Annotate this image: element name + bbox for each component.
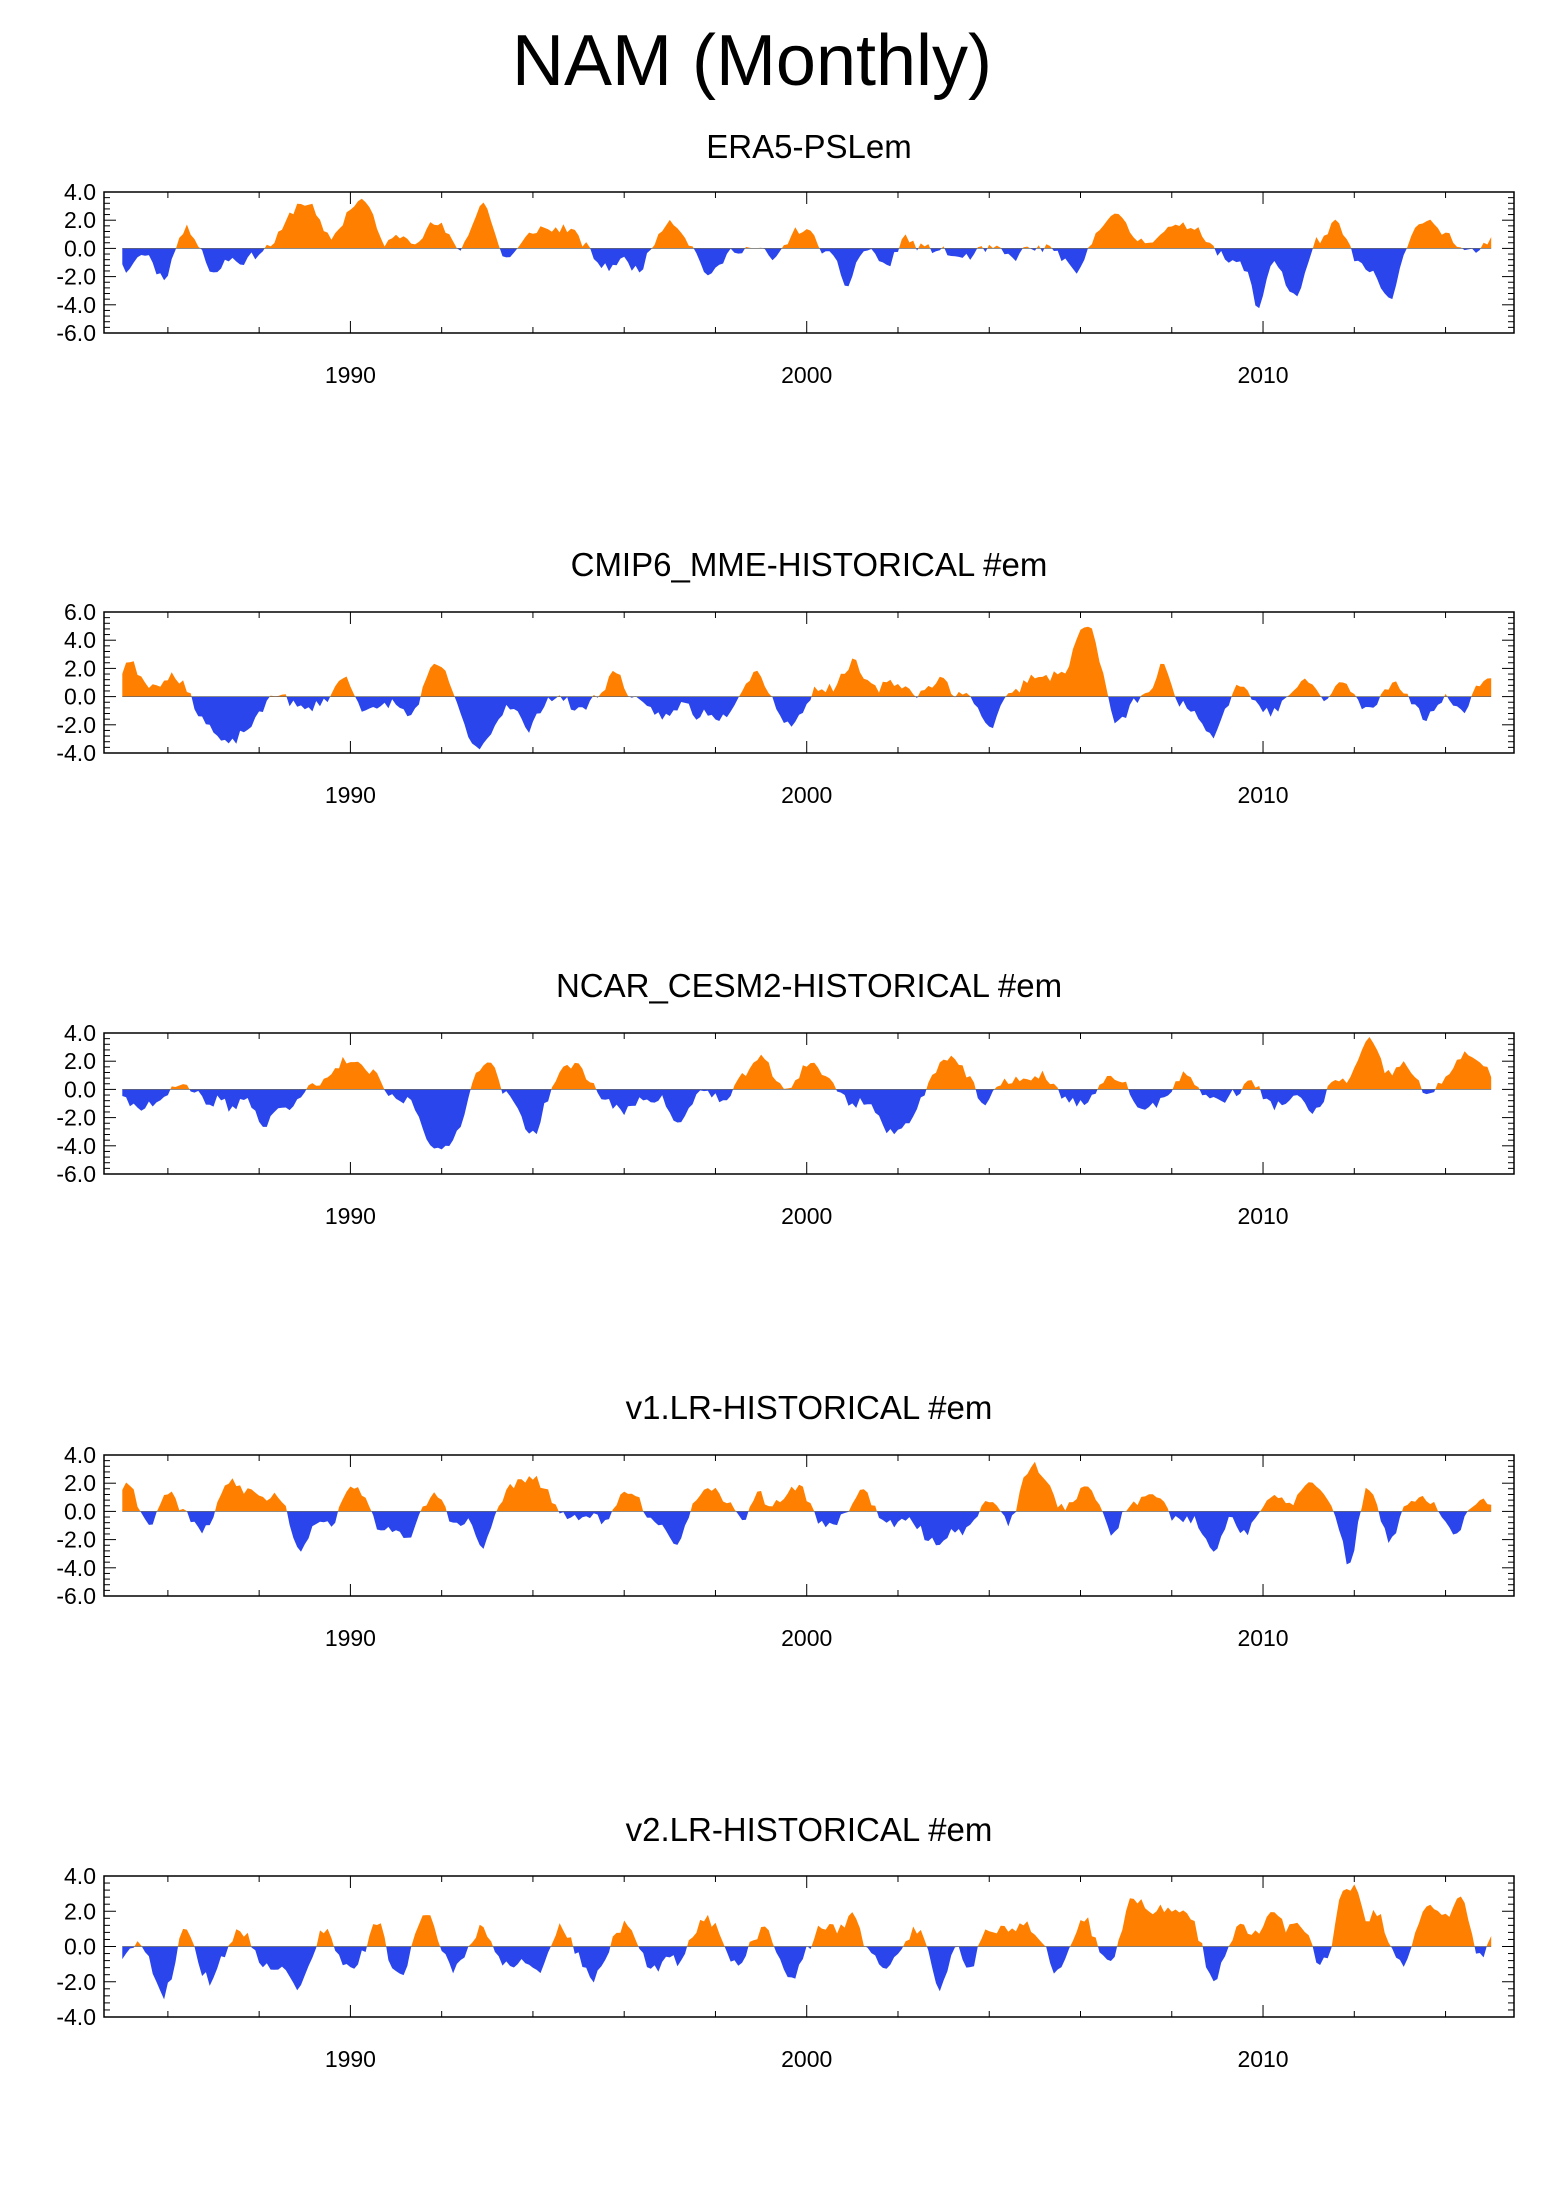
y-tick-label: -4.0	[56, 1555, 96, 1581]
x-tick-label: 2010	[1237, 1625, 1288, 1651]
plot-frame	[103, 1032, 1515, 1175]
y-tick-label: -2.0	[56, 264, 96, 290]
x-tick-label: 1990	[325, 782, 376, 808]
y-tick-label: -6.0	[56, 320, 96, 346]
negative-area	[140, 1511, 1468, 1565]
y-tick-label: -4.0	[56, 292, 96, 318]
positive-area	[134, 1884, 1492, 1947]
y-tick-label: 0.0	[64, 1076, 96, 1102]
y-tick-label: -4.0	[56, 2004, 96, 2030]
positive-area	[176, 198, 1492, 249]
y-tick-label: -2.0	[56, 1969, 96, 1995]
panel-4: v1.LR-HISTORICAL #em 4.02.00.0 -2.0-4.0-6.…	[56, 1389, 1515, 1651]
y-tick-label: -6.0	[56, 1161, 96, 1187]
figure-title: NAM (Monthly)	[512, 21, 992, 101]
panel-5: v2.LR-HISTORICAL #em 4.0 2.0 0.0 -2.0 -4.0 199…	[56, 1811, 1515, 2072]
y-tick-label: 6.0	[64, 599, 96, 625]
panel-title: v2.LR-HISTORICAL #em	[626, 1811, 993, 1848]
y-tick-label: 2.0	[64, 207, 96, 233]
y-tick-label: 0.0	[64, 1498, 96, 1524]
y-tick-label: 4.0	[64, 1020, 96, 1046]
y-tick-label: 2.0	[64, 1048, 96, 1074]
panel-1: ERA5-PSLem 4.02.00.0 -2.0-4.0-6.0 1990 2000 2…	[56, 128, 1515, 388]
y-tick-label: 0.0	[64, 684, 96, 710]
plot-frame	[103, 1454, 1515, 1597]
y-tick-label: 4.0	[64, 627, 96, 653]
y-tick-label: -4.0	[56, 740, 96, 766]
x-tick-label: 2000	[781, 362, 832, 388]
x-tick-label: 1990	[325, 362, 376, 388]
x-tick-label: 1990	[325, 1203, 376, 1229]
x-tick-label: 2010	[1237, 2046, 1288, 2072]
y-tick-label: 4.0	[64, 179, 96, 205]
plot-frame	[103, 191, 1515, 334]
panel-title: ERA5-PSLem	[706, 128, 911, 165]
x-tick-label: 1990	[325, 2046, 376, 2072]
x-tick-label: 2000	[781, 1203, 832, 1229]
panel-title: v1.LR-HISTORICAL #em	[626, 1389, 993, 1426]
y-tick-label: 2.0	[64, 1898, 96, 1924]
x-tick-label: 2000	[781, 782, 832, 808]
x-tick-label: 2010	[1237, 362, 1288, 388]
x-tick-label: 2000	[781, 2046, 832, 2072]
y-tick-label: -4.0	[56, 1133, 96, 1159]
negative-area	[191, 696, 1472, 750]
x-tick-label: 2010	[1237, 1203, 1288, 1229]
negative-area	[122, 248, 1481, 309]
positive-area	[170, 1037, 1492, 1090]
y-tick-label: -2.0	[56, 1105, 96, 1131]
y-tick-label: 4.0	[64, 1442, 96, 1468]
y-tick-label: 0.0	[64, 1934, 96, 1960]
plot-frame	[103, 611, 1515, 754]
y-tick-label: 2.0	[64, 655, 96, 681]
negative-area	[122, 1089, 1436, 1150]
panel-title: CMIP6_MME-HISTORICAL #em	[571, 546, 1048, 583]
panel-3: NCAR_CESM2-HISTORICAL #em 4.02.00.0 -2.0-4…	[56, 967, 1515, 1229]
positive-area	[122, 626, 1492, 697]
positive-area	[122, 1461, 1492, 1512]
y-tick-label: -2.0	[56, 1527, 96, 1553]
x-tick-label: 1990	[325, 1625, 376, 1651]
panel-title: NCAR_CESM2-HISTORICAL #em	[556, 967, 1062, 1004]
y-tick-label: 2.0	[64, 1470, 96, 1496]
y-tick-label: -6.0	[56, 1583, 96, 1609]
x-tick-label: 2010	[1237, 782, 1288, 808]
y-tick-label: 0.0	[64, 235, 96, 261]
x-tick-label: 2000	[781, 1625, 832, 1651]
y-tick-label: -2.0	[56, 712, 96, 738]
panel-2: CMIP6_MME-HISTORICAL #em 6.04.02.0 0.0-2.0…	[56, 546, 1515, 808]
y-tick-label: 4.0	[64, 1863, 96, 1889]
negative-area	[122, 1946, 1487, 2000]
